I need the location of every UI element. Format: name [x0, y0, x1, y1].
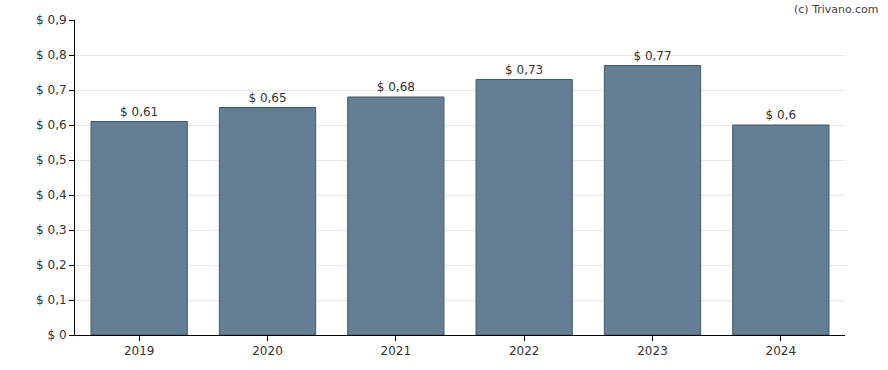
- svg-text:$ 0,61: $ 0,61: [120, 105, 158, 119]
- svg-text:$ 0,8: $ 0,8: [36, 48, 67, 62]
- svg-text:2021: 2021: [381, 344, 412, 358]
- svg-text:$ 0,73: $ 0,73: [505, 63, 543, 77]
- svg-text:$ 0,77: $ 0,77: [633, 49, 671, 63]
- svg-text:2023: 2023: [637, 344, 668, 358]
- svg-text:$ 0,6: $ 0,6: [36, 118, 67, 132]
- svg-text:$ 0,2: $ 0,2: [36, 258, 67, 272]
- svg-text:2022: 2022: [509, 344, 540, 358]
- svg-text:$ 0,1: $ 0,1: [36, 293, 67, 307]
- svg-text:$ 0,68: $ 0,68: [377, 80, 415, 94]
- svg-text:$ 0,5: $ 0,5: [36, 153, 67, 167]
- svg-text:$ 0: $ 0: [48, 328, 67, 342]
- svg-text:$ 0,3: $ 0,3: [36, 223, 67, 237]
- svg-text:2019: 2019: [124, 344, 155, 358]
- svg-text:$ 0,6: $ 0,6: [766, 108, 797, 122]
- svg-text:(c) Trivano.com: (c) Trivano.com: [794, 3, 879, 16]
- svg-text:2024: 2024: [766, 344, 797, 358]
- svg-text:$ 0,65: $ 0,65: [248, 91, 286, 105]
- svg-text:$ 0,9: $ 0,9: [36, 13, 67, 27]
- svg-text:$ 0,7: $ 0,7: [36, 83, 67, 97]
- svg-text:$ 0,4: $ 0,4: [36, 188, 67, 202]
- svg-text:2020: 2020: [252, 344, 283, 358]
